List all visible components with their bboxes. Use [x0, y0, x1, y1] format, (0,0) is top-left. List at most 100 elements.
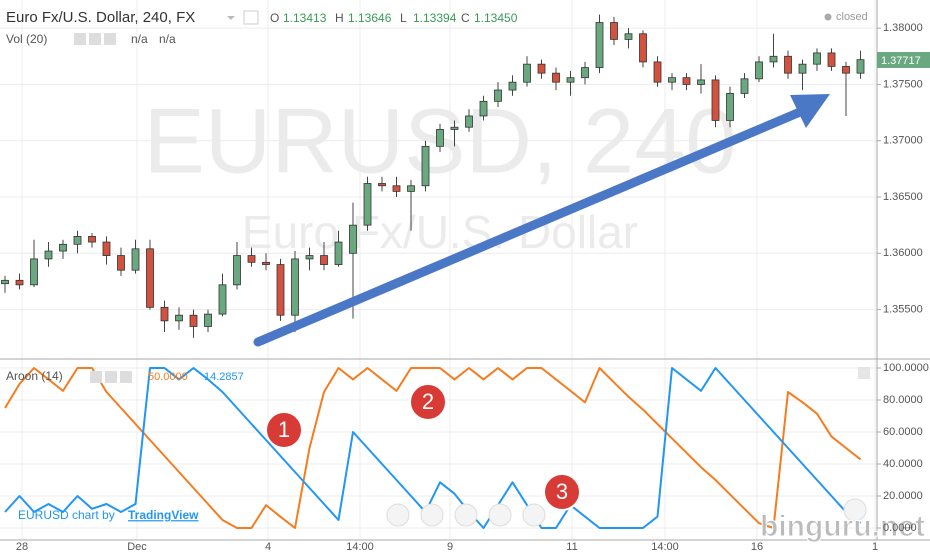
annotation: 1: [265, 411, 303, 449]
ohlc-label: L: [400, 11, 407, 25]
ohlc-legend: O 1.13413 H 1.13646 L 1.13394 C 1.13450: [270, 11, 518, 25]
nav-button[interactable]: [488, 503, 512, 527]
candle-body: [247, 255, 256, 263]
y-tick-label: 20.0000: [883, 490, 923, 502]
attribution-link[interactable]: TradingView: [128, 508, 199, 522]
maximize-button[interactable]: [858, 367, 870, 379]
candle-body: [769, 55, 778, 63]
arrow-shaft: [253, 107, 805, 347]
candle-body: [494, 89, 502, 102]
ohlc-value: 1.13450: [474, 11, 518, 25]
market-status: closed: [836, 11, 868, 23]
candle-body: [842, 66, 850, 74]
x-tick-label: 14:00: [651, 541, 679, 552]
y-tick-label: 100.0000: [883, 362, 929, 374]
candle-body: [262, 261, 270, 265]
annotation: 3: [543, 473, 581, 511]
indicator-buttons: [74, 33, 116, 45]
y-tick-label: 0.0000: [883, 522, 917, 534]
x-tick-label: 11: [566, 541, 577, 552]
y-tick-label: 1.38000: [883, 22, 923, 34]
indicator-value: 50.0000: [148, 371, 188, 383]
candle-body: [856, 59, 865, 74]
annotation-badge: [409, 383, 447, 421]
x-tick-label: 28: [16, 541, 28, 552]
candle-body: [537, 63, 546, 74]
nav-button[interactable]: [420, 503, 444, 527]
candle-body: [73, 236, 82, 245]
candle-body: [595, 22, 604, 68]
candle-body: [581, 67, 589, 79]
last-price-tag: [877, 52, 930, 69]
y-tick-label: 1.36000: [883, 247, 923, 259]
candle-body: [653, 61, 662, 83]
annotation-badge: [543, 473, 581, 511]
candle-body: [320, 255, 328, 265]
nav-button[interactable]: [522, 503, 546, 527]
candle-body: [508, 81, 517, 91]
icon-button[interactable]: [105, 371, 117, 383]
nav-button[interactable]: [454, 503, 478, 527]
candle-body: [160, 306, 169, 322]
navigation-bar: [386, 498, 867, 527]
candle-body: [552, 72, 560, 83]
annotation-label: 1: [278, 417, 290, 442]
candle-body: [740, 78, 749, 94]
candle-body: [102, 241, 111, 256]
ohlc-value: 1.13646: [348, 11, 392, 25]
x-tick-label: 16: [751, 541, 763, 552]
candle-body: [798, 63, 807, 74]
indicator-title: Aroon (14): [6, 369, 63, 383]
volume-value: n/a: [131, 32, 148, 46]
candle-body: [1, 279, 9, 285]
annotation-label: 2: [422, 389, 434, 414]
ohlc-label: C: [461, 11, 470, 25]
settings-icon: [243, 10, 259, 25]
grid-layer: [0, 0, 877, 540]
candle-body: [566, 77, 575, 83]
candle-body: [407, 185, 415, 192]
annotation: 2: [409, 383, 447, 421]
icon-button[interactable]: [120, 371, 132, 383]
last-price-label: 1.37717: [881, 55, 921, 67]
axis-layer: 1.35500 1.36000 1.36500 1.37000 1.37500 1.380…: [16, 22, 930, 553]
candle-body: [44, 250, 53, 260]
candle-body: [276, 264, 285, 316]
nav-button[interactable]: [386, 503, 410, 527]
candle-body: [436, 129, 444, 147]
indicator-line: [4, 367, 862, 529]
icon-button[interactable]: [89, 33, 101, 45]
candle-body: [755, 61, 763, 80]
arrow-head: [790, 94, 830, 128]
candle-body: [827, 52, 836, 67]
chart-title: Euro Fx/U.S. Dollar, 240, FX: [6, 9, 195, 26]
x-tick-label: 14:00: [346, 541, 374, 552]
candle-body: [639, 33, 647, 63]
candle-body: [15, 279, 24, 286]
attribution: EURUSD chart by: [18, 508, 115, 522]
volume-title: Vol (20): [6, 32, 47, 46]
candle-body: [378, 183, 386, 187]
candle-body: [291, 258, 299, 316]
candle-body: [610, 22, 618, 40]
annotation-label: 3: [556, 479, 568, 504]
dropdown-icon: [227, 16, 235, 20]
candle-body: [305, 255, 314, 260]
status-dot: [824, 13, 832, 21]
icon-button[interactable]: [104, 33, 116, 45]
y-tick-label: 80.0000: [883, 394, 923, 406]
x-tick-label: 4: [265, 541, 271, 552]
icon-button[interactable]: [90, 371, 102, 383]
x-tick-label: Dec: [127, 541, 147, 552]
icon-button[interactable]: [74, 33, 86, 45]
trend-arrow: [253, 94, 830, 347]
candle-body: [784, 55, 792, 74]
nav-button[interactable]: [843, 498, 867, 522]
mark-layer: [1, 14, 865, 529]
candle-body: [523, 63, 531, 83]
candle-body: [189, 314, 198, 327]
indicator-buttons: [90, 371, 132, 383]
watermark-subtitle: Euro Fx/U.S. Dollar: [242, 206, 638, 258]
x-tick-label: 1: [872, 541, 878, 552]
